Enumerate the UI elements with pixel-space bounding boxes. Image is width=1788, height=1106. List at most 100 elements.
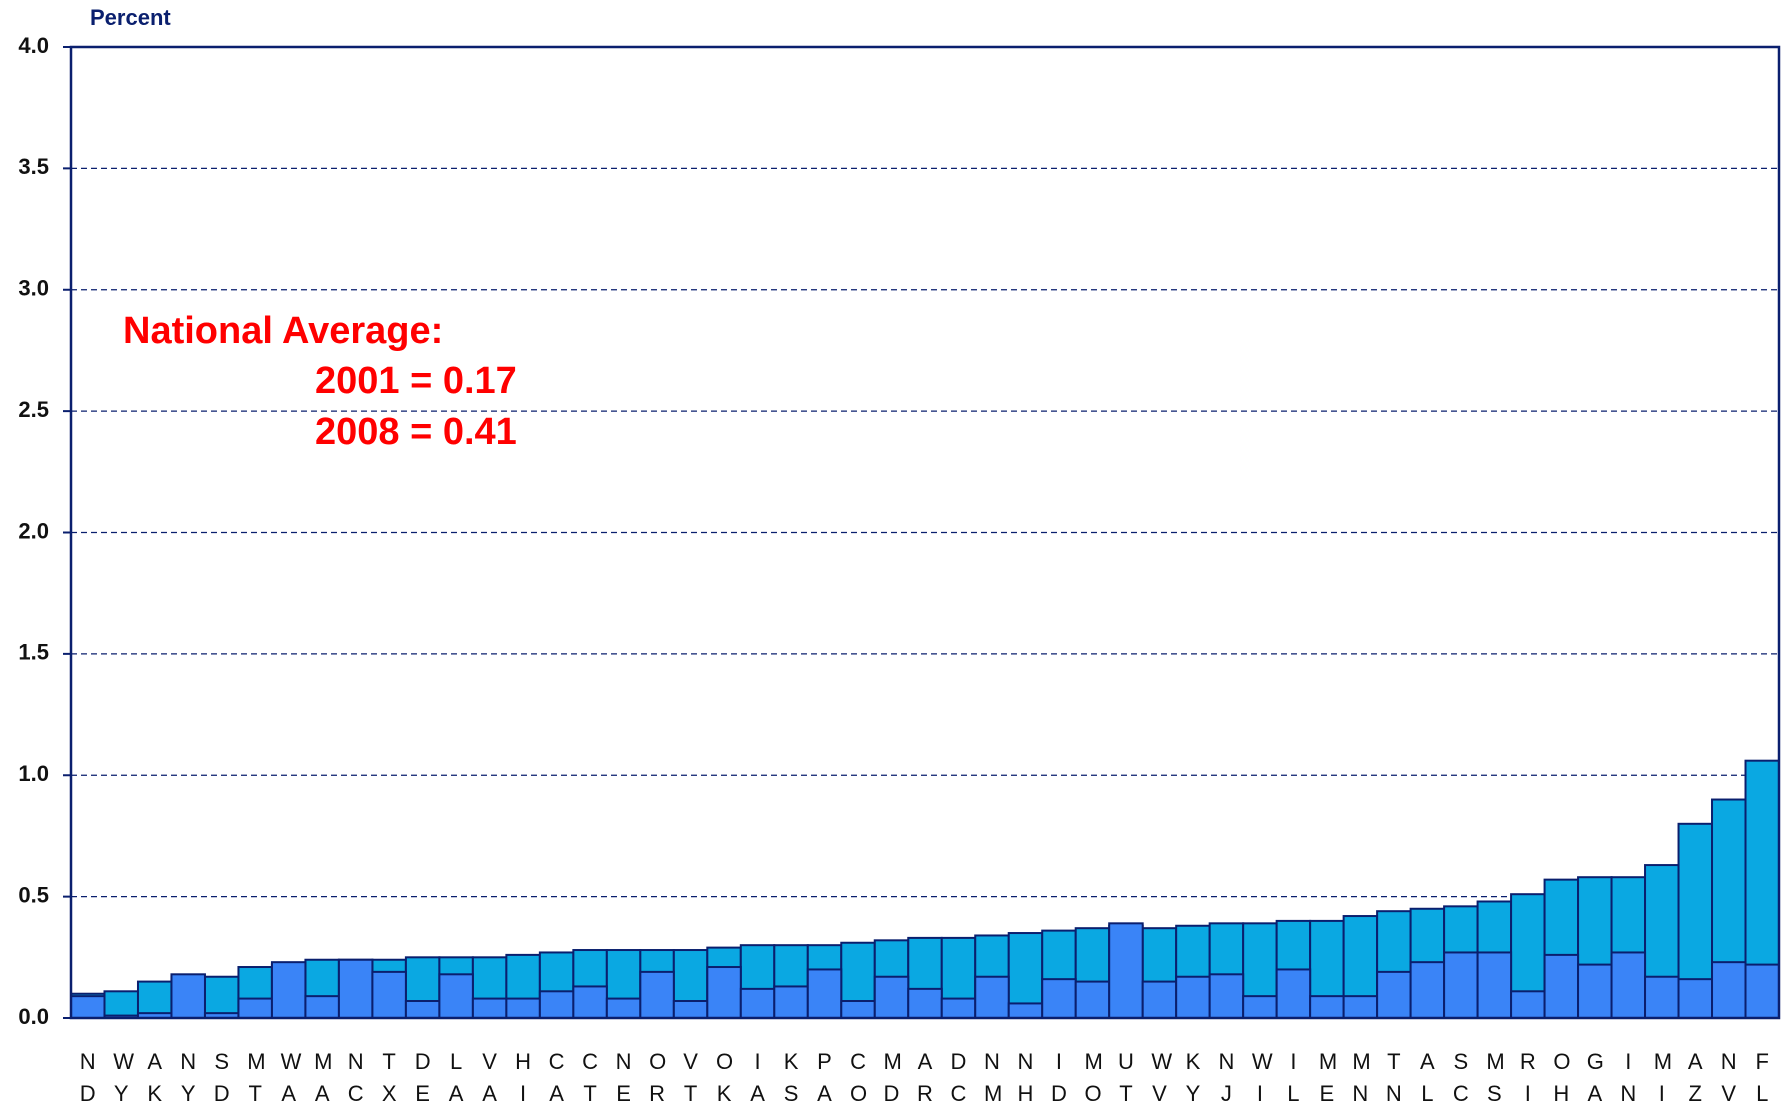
bar [438, 973, 474, 1019]
bar [1376, 970, 1412, 1020]
bar [605, 997, 642, 1020]
x-tick-label: SD [213, 1049, 230, 1106]
x-tick-label: IL [1287, 1049, 1300, 1106]
x-tick-label: NM [983, 1049, 1003, 1106]
bar [672, 1000, 709, 1020]
bar [170, 973, 206, 1019]
x-tick-label: FL [1755, 1049, 1769, 1106]
x-tick-label: MT [247, 1049, 266, 1106]
y-tick-label: 0.0 [18, 1004, 49, 1029]
bar [840, 1000, 876, 1020]
x-tick-label: CO [850, 1049, 868, 1106]
y-tick-label: 3.5 [18, 154, 49, 179]
y-tick-label: 1.5 [18, 640, 49, 665]
x-tick-label: MA [314, 1049, 333, 1106]
bar [505, 997, 541, 1020]
x-tick-label: AR [917, 1049, 933, 1106]
bar [1577, 963, 1613, 1019]
bar [1175, 975, 1211, 1019]
bar [773, 985, 809, 1020]
y-tick-label: 4.0 [18, 33, 49, 58]
x-tick-label: TX [381, 1049, 397, 1106]
bar [1041, 978, 1077, 1019]
x-tick-label: MN [1352, 1049, 1371, 1106]
bar [1409, 961, 1446, 1019]
x-tick-label: UT [1117, 1049, 1134, 1106]
bar [1242, 995, 1278, 1020]
x-tick-label: AK [147, 1049, 163, 1106]
x-tick-label: WA [280, 1049, 302, 1106]
bar [203, 975, 240, 1019]
x-tick-label: SC [1452, 1049, 1469, 1106]
bar [572, 985, 608, 1020]
bar [70, 995, 106, 1020]
x-tick-label: TN [1385, 1049, 1402, 1106]
bar [1208, 973, 1245, 1019]
x-tick-label: WY [113, 1049, 134, 1106]
x-tick-label: DE [414, 1049, 431, 1106]
bar [1074, 980, 1111, 1020]
annotation: 2008 = 0.41 [315, 411, 517, 453]
x-tick-label: KY [1185, 1049, 1201, 1106]
bar [337, 958, 374, 1019]
x-tick-label: MO [1084, 1049, 1103, 1106]
x-tick-label: MS [1486, 1049, 1505, 1106]
bar [706, 966, 742, 1020]
bar [974, 975, 1010, 1019]
annotation: 2001 = 0.17 [315, 360, 517, 402]
bar [1275, 968, 1312, 1020]
y-tick-label: 2.5 [18, 397, 49, 422]
bar [237, 997, 273, 1020]
bar [1476, 951, 1513, 1020]
x-tick-label: MI [1653, 1049, 1673, 1106]
x-tick-label: MD [883, 1049, 902, 1106]
x-tick-label: ME [1318, 1049, 1338, 1106]
y-tick-label: 1.0 [18, 761, 49, 786]
plot-frame [69, 45, 1781, 1020]
bar [1443, 951, 1479, 1020]
bar [270, 961, 307, 1019]
bar [739, 987, 776, 1019]
bar [1007, 1002, 1044, 1019]
x-tick-label: NJ [1218, 1049, 1235, 1106]
x-tick-label: NV [1720, 1049, 1737, 1106]
bar [404, 1000, 441, 1020]
x-tick-label: WV [1151, 1049, 1173, 1106]
bar [907, 987, 943, 1019]
x-tick-label: RI [1519, 1049, 1536, 1106]
bar [371, 970, 407, 1020]
x-tick-label: DC [950, 1049, 967, 1106]
bar [304, 995, 340, 1020]
x-tick-label: NH [1017, 1049, 1034, 1106]
bar [103, 990, 139, 1019]
x-tick-label: PA [817, 1049, 832, 1106]
y-tick-label: 2.0 [18, 518, 49, 543]
x-tick-label: VT [683, 1049, 698, 1106]
bar [806, 968, 843, 1020]
x-tick-label: CA [548, 1049, 565, 1106]
x-tick-label: IN [1620, 1049, 1637, 1106]
x-tick-label: GA [1586, 1049, 1604, 1106]
bar [1510, 990, 1546, 1019]
bar [1744, 963, 1780, 1019]
x-tick-label: WI [1251, 1049, 1273, 1106]
bar [538, 990, 575, 1019]
y-tick-label: 0.5 [18, 882, 49, 907]
x-tick-label: NE [615, 1049, 632, 1106]
bar [1711, 961, 1747, 1019]
x-tick-label: ID [1051, 1049, 1067, 1106]
bar [1644, 975, 1680, 1019]
bar [873, 975, 910, 1019]
annotation: National Average: [123, 310, 443, 352]
x-tick-label: OK [716, 1049, 734, 1106]
x-tick-label: KS [783, 1049, 799, 1106]
x-tick-label: ND [79, 1049, 96, 1106]
x-tick-label: OH [1553, 1049, 1571, 1106]
x-tick-label: LA [448, 1049, 464, 1106]
bar [1342, 995, 1379, 1020]
y-axis-label: Percent [90, 5, 171, 30]
bar [1543, 953, 1580, 1020]
x-tick-label: NY [180, 1049, 197, 1106]
